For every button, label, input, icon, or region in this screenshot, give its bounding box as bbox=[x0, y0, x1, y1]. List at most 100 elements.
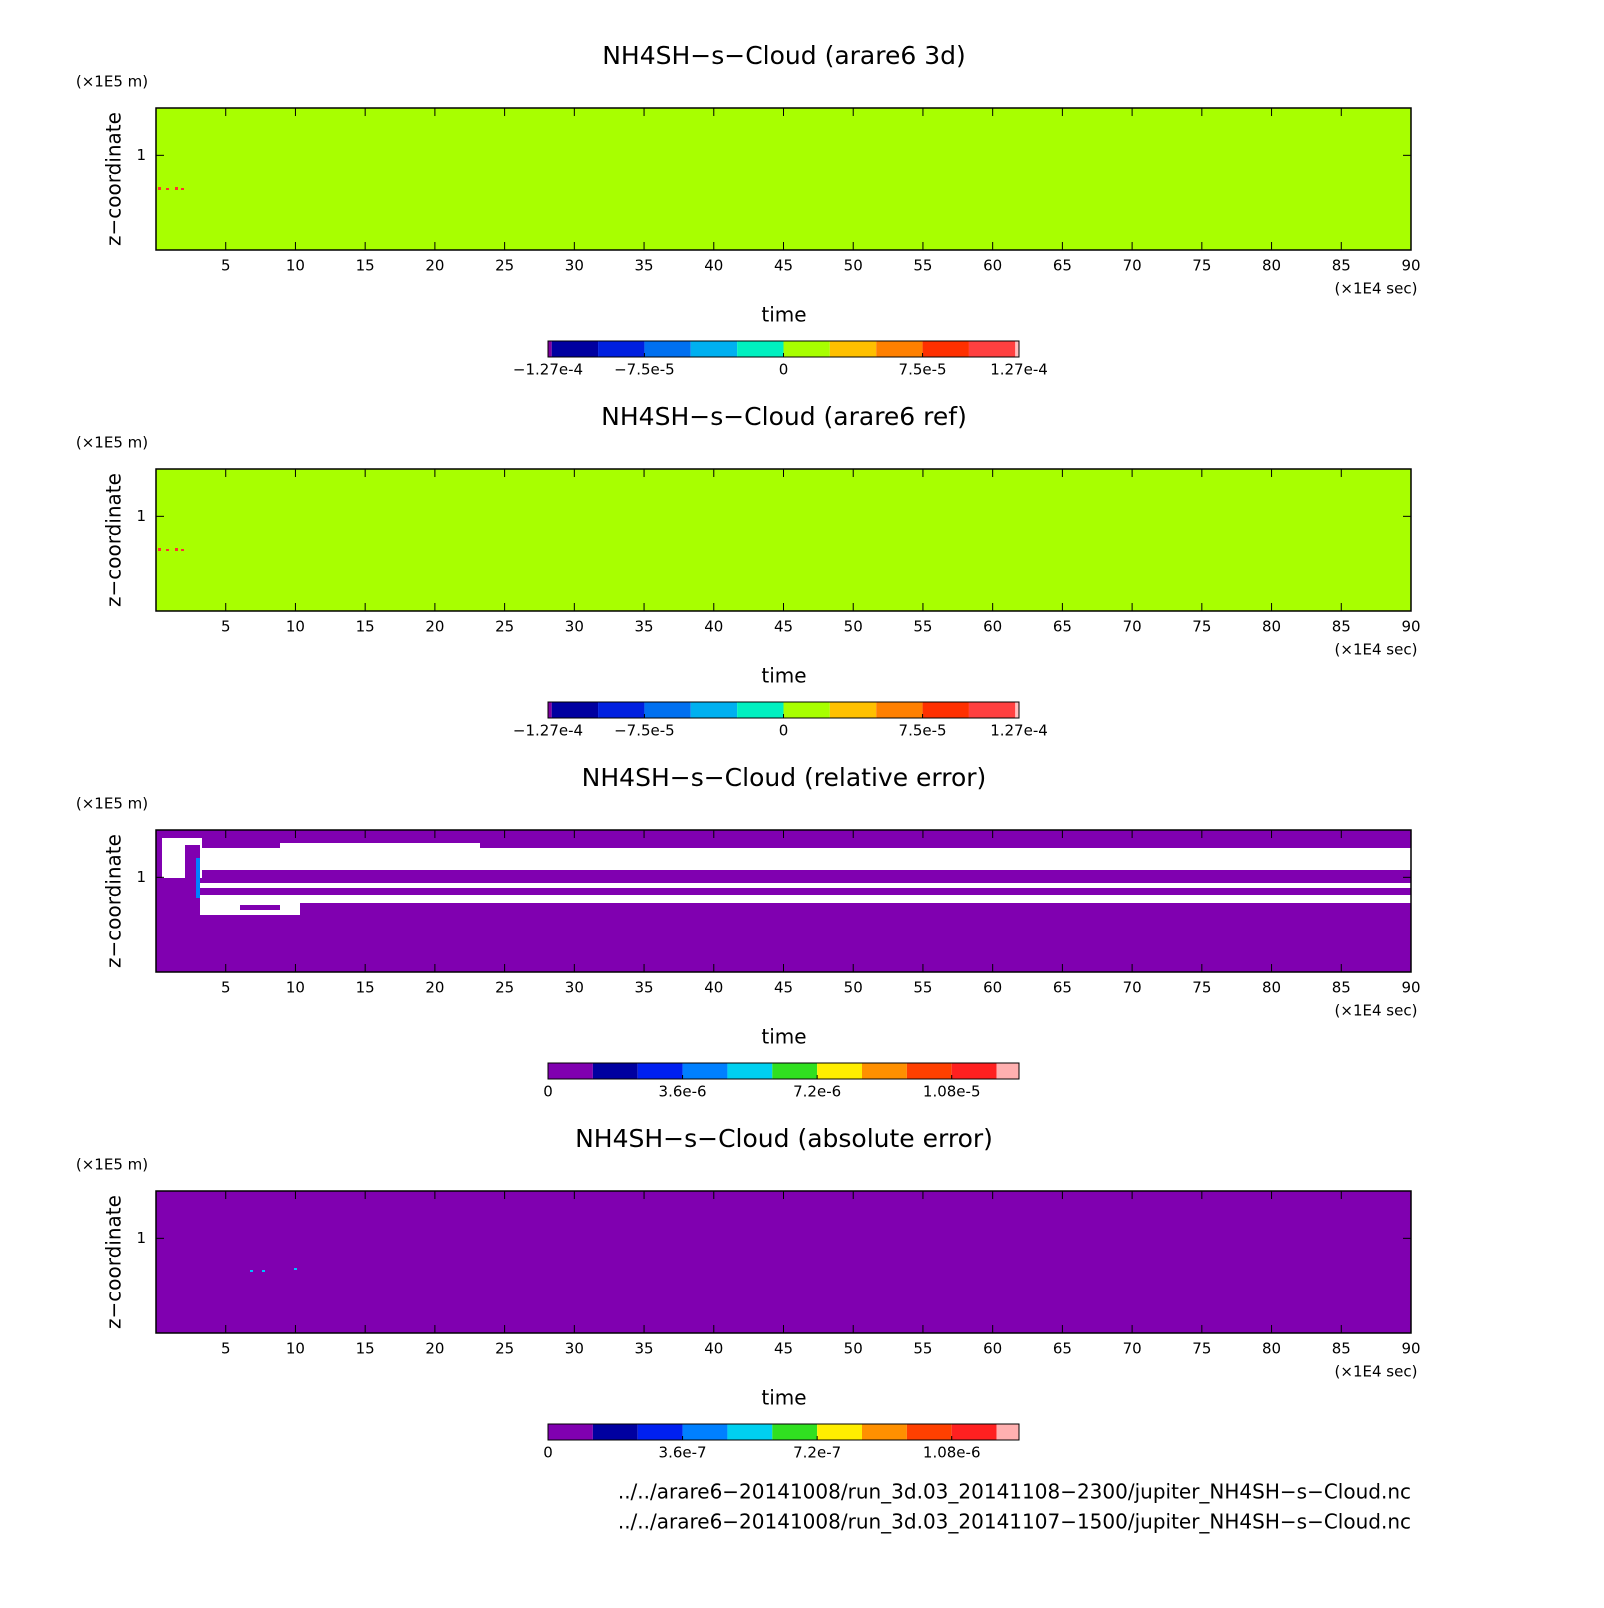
colorbar-cell bbox=[727, 1063, 773, 1079]
x-axis-label: time bbox=[761, 664, 806, 688]
colorbar-label: 0 bbox=[779, 361, 789, 379]
cloud-spot bbox=[166, 188, 169, 190]
y-axis-label: z−coordinate bbox=[102, 473, 126, 607]
y-axis-label: z−coordinate bbox=[102, 834, 126, 968]
x-tick-label: 65 bbox=[1053, 257, 1072, 275]
x-tick-label: 10 bbox=[286, 979, 305, 997]
colorbar-label: 7.5e-5 bbox=[899, 361, 947, 379]
x-tick-label: 50 bbox=[844, 979, 863, 997]
cloud-spot bbox=[158, 187, 161, 190]
colorbar-cell bbox=[548, 341, 552, 357]
colorbar-cell bbox=[951, 1063, 997, 1079]
colorbar-cell bbox=[592, 1424, 638, 1440]
x-tick-label: 55 bbox=[913, 979, 932, 997]
x-tick-label: 60 bbox=[983, 257, 1002, 275]
x-tick-label: 85 bbox=[1332, 257, 1351, 275]
colorbar-cell bbox=[772, 1063, 818, 1079]
colorbar-cell bbox=[922, 702, 969, 718]
colorbar-label: −7.5e-5 bbox=[614, 361, 675, 379]
x-tick-label: 35 bbox=[635, 1340, 654, 1358]
x-tick-label: 75 bbox=[1192, 618, 1211, 636]
colorbar-cell bbox=[772, 1424, 818, 1440]
y-unit: (×1E5 m) bbox=[76, 434, 148, 452]
colorbar-cell bbox=[551, 702, 599, 718]
x-tick-label: 65 bbox=[1053, 618, 1072, 636]
y-tick-label: 1 bbox=[136, 507, 146, 525]
colorbar-label: 1.27e-4 bbox=[990, 722, 1048, 740]
colorbar-label: −7.5e-5 bbox=[614, 722, 675, 740]
x-axis-label: time bbox=[761, 1025, 806, 1049]
y-axis-label: z−coordinate bbox=[102, 1195, 126, 1329]
x-tick-label: 70 bbox=[1123, 618, 1142, 636]
x-tick-label: 20 bbox=[425, 618, 444, 636]
panel-title: NH4SH−s−Cloud (arare6 ref) bbox=[601, 402, 967, 431]
x-unit: (×1E4 sec) bbox=[1335, 280, 1418, 298]
x-tick-label: 25 bbox=[495, 618, 514, 636]
x-tick-label: 75 bbox=[1192, 979, 1211, 997]
colorbar-cell bbox=[727, 1424, 773, 1440]
y-tick-label: 1 bbox=[136, 146, 146, 164]
x-tick-label: 85 bbox=[1332, 1340, 1351, 1358]
colorbar-cell bbox=[906, 1063, 952, 1079]
colorbar-cell bbox=[548, 702, 552, 718]
colorbar-cell bbox=[551, 341, 599, 357]
file-path: ../../arare6−20141008/run_3d.03_20141107… bbox=[618, 1510, 1411, 1534]
colorbar-cell bbox=[548, 1063, 593, 1079]
x-tick-label: 30 bbox=[565, 1340, 584, 1358]
colorbar-cell bbox=[637, 1063, 683, 1079]
x-tick-label: 15 bbox=[356, 257, 375, 275]
colorbar-cell bbox=[1015, 702, 1019, 718]
x-tick-label: 35 bbox=[635, 979, 654, 997]
colorbar-cell bbox=[783, 702, 830, 718]
error-spot bbox=[294, 1268, 297, 1270]
field bbox=[156, 108, 1411, 250]
x-tick-label: 90 bbox=[1401, 257, 1420, 275]
panel-title: NH4SH−s−Cloud (absolute error) bbox=[575, 1124, 993, 1153]
colorbar-cell bbox=[862, 1063, 907, 1079]
x-tick-label: 70 bbox=[1123, 1340, 1142, 1358]
colorbar-cell bbox=[644, 702, 691, 718]
x-tick-label: 40 bbox=[704, 979, 723, 997]
colorbar-cell bbox=[592, 1063, 638, 1079]
x-tick-label: 60 bbox=[983, 979, 1002, 997]
field bbox=[156, 1191, 1411, 1333]
colorbar-label: 3.6e-7 bbox=[659, 1444, 707, 1462]
x-tick-label: 10 bbox=[286, 618, 305, 636]
x-tick-label: 90 bbox=[1401, 618, 1420, 636]
x-tick-label: 30 bbox=[565, 979, 584, 997]
colorbar-label: 0 bbox=[543, 1083, 553, 1101]
x-tick-label: 90 bbox=[1401, 1340, 1420, 1358]
y-unit: (×1E5 m) bbox=[76, 73, 148, 91]
colorbar-cell bbox=[690, 341, 738, 357]
error-band bbox=[200, 883, 1411, 888]
colorbar-cell bbox=[644, 341, 691, 357]
x-tick-label: 40 bbox=[704, 1340, 723, 1358]
x-tick-label: 50 bbox=[844, 618, 863, 636]
colorbar-cell bbox=[922, 341, 969, 357]
colorbar-cell bbox=[682, 1063, 728, 1079]
colorbar-label: 0 bbox=[543, 1444, 553, 1462]
x-axis-label: time bbox=[761, 303, 806, 327]
colorbar-cell bbox=[737, 702, 784, 718]
x-tick-label: 10 bbox=[286, 1340, 305, 1358]
colorbar-frame bbox=[547, 1423, 1020, 1441]
x-tick-label: 80 bbox=[1262, 618, 1281, 636]
colorbar-label: 1.08e-5 bbox=[923, 1083, 981, 1101]
x-tick-label: 55 bbox=[913, 257, 932, 275]
colorbar-label: −1.27e-4 bbox=[513, 722, 583, 740]
x-tick-label: 25 bbox=[495, 979, 514, 997]
x-tick-label: 80 bbox=[1262, 257, 1281, 275]
error-band bbox=[280, 843, 480, 849]
colorbar-cell bbox=[876, 702, 923, 718]
cloud-spot bbox=[181, 188, 184, 190]
colorbar-cell bbox=[862, 1424, 907, 1440]
x-tick-label: 70 bbox=[1123, 979, 1142, 997]
colorbar-cell bbox=[829, 341, 877, 357]
x-tick-label: 20 bbox=[425, 1340, 444, 1358]
colorbar-label: 7.2e-6 bbox=[793, 1083, 841, 1101]
error-band bbox=[200, 848, 1411, 870]
error-band bbox=[220, 870, 620, 876]
x-unit: (×1E4 sec) bbox=[1335, 1002, 1418, 1020]
x-axis-label: time bbox=[761, 1386, 806, 1410]
x-tick-label: 20 bbox=[425, 979, 444, 997]
